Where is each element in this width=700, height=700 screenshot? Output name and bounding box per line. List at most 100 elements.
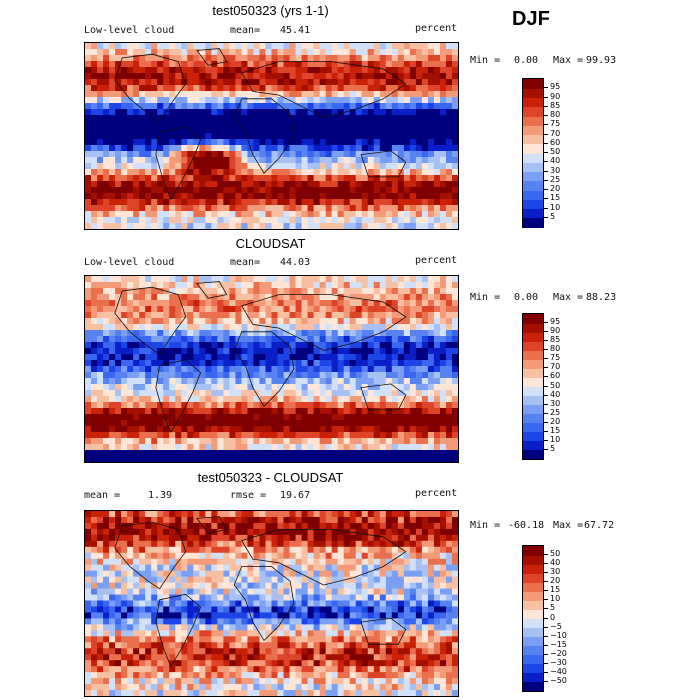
map-cell	[85, 187, 92, 194]
map-cell	[115, 187, 122, 194]
map-cell	[355, 360, 363, 367]
map-cell	[331, 402, 339, 409]
map-cell	[181, 456, 188, 462]
map-cell	[139, 528, 146, 536]
map-cell	[391, 360, 399, 367]
map-cell	[97, 217, 104, 224]
map-cell	[313, 157, 321, 164]
map-cell	[319, 175, 327, 182]
map-cell	[439, 91, 447, 98]
map-cell	[247, 576, 255, 584]
map-cell	[301, 61, 309, 68]
map-cell	[97, 175, 104, 182]
map-cell	[223, 558, 230, 566]
map-cell	[439, 438, 447, 445]
map-cell	[91, 145, 98, 152]
map-cell	[415, 85, 423, 92]
map-cell	[421, 223, 429, 229]
map-cell	[103, 318, 110, 325]
colorbar-swatch	[523, 440, 543, 451]
map-cell	[187, 360, 194, 367]
map-cell	[379, 420, 387, 427]
map-cell	[283, 282, 291, 289]
map-cell	[367, 552, 375, 560]
map-cell	[301, 187, 309, 194]
map-cell	[241, 306, 249, 313]
map-cell	[265, 97, 273, 104]
map-cell	[427, 564, 435, 572]
map-cell	[415, 199, 423, 206]
map-cell	[187, 103, 194, 110]
map-cell	[133, 384, 140, 391]
map-cell	[199, 570, 206, 578]
map-cell	[163, 576, 170, 584]
map-cell	[361, 330, 369, 337]
map-cell	[187, 384, 194, 391]
map-cell	[115, 288, 122, 295]
map-cell	[91, 300, 98, 307]
map-cell	[205, 217, 212, 224]
map-cell	[211, 432, 218, 439]
map-cell	[385, 534, 393, 542]
map-cell	[319, 139, 327, 146]
map-cell	[199, 163, 206, 170]
map-cell	[349, 109, 357, 116]
map-cell	[337, 582, 345, 590]
colorbar-swatch	[523, 413, 543, 424]
map-cell	[85, 516, 92, 524]
map-cell	[223, 516, 230, 524]
map-cell	[379, 145, 387, 152]
map-cell	[313, 169, 321, 176]
map-cell	[421, 396, 429, 403]
map-cell	[151, 426, 158, 433]
colorbar-tick	[543, 394, 548, 396]
map-cell	[409, 384, 417, 391]
map-cell	[253, 217, 261, 224]
map-cell	[193, 384, 200, 391]
map-cell	[427, 223, 435, 229]
map-cell	[361, 378, 369, 385]
map-cell	[349, 193, 357, 200]
map-cell	[151, 175, 158, 182]
map-cell	[139, 438, 146, 445]
map-cell	[85, 432, 92, 439]
map-cell	[295, 582, 303, 590]
map-cell	[97, 540, 104, 548]
map-cell	[391, 211, 399, 218]
map-cell	[439, 217, 447, 224]
map-cell	[295, 444, 303, 451]
map-cell	[103, 366, 110, 373]
map-cell	[109, 282, 116, 289]
map-cell	[211, 199, 218, 206]
map-cell	[307, 115, 315, 122]
map-cell	[343, 552, 351, 560]
map-cell	[409, 378, 417, 385]
map-cell	[337, 163, 345, 170]
map-cell	[145, 163, 152, 170]
map-cell	[403, 133, 411, 140]
map-cell	[133, 600, 140, 608]
map-cell	[367, 432, 375, 439]
map-cell	[199, 408, 206, 415]
map-cell	[85, 354, 92, 361]
map-cell	[199, 546, 206, 554]
map-cell	[151, 288, 158, 295]
map-cell	[433, 570, 441, 578]
map-cell	[169, 163, 176, 170]
map-cell	[157, 288, 164, 295]
map-cell	[385, 312, 393, 319]
map-cell	[433, 97, 441, 104]
map-cell	[223, 223, 230, 229]
map-cell	[247, 127, 255, 134]
map-cell	[151, 402, 158, 409]
map-cell	[289, 516, 297, 524]
map-cell	[193, 199, 200, 206]
map-cell	[253, 157, 261, 164]
map-cell	[145, 594, 152, 602]
map-cell	[109, 205, 116, 212]
map-cell	[109, 594, 116, 602]
map-cell	[127, 600, 134, 608]
map-cell	[433, 43, 441, 50]
map-cell	[415, 276, 423, 283]
map-cell	[385, 91, 393, 98]
